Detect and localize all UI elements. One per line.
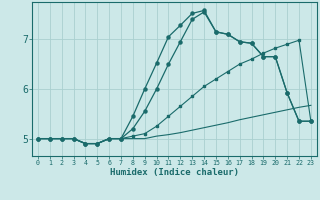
X-axis label: Humidex (Indice chaleur): Humidex (Indice chaleur) — [110, 168, 239, 177]
